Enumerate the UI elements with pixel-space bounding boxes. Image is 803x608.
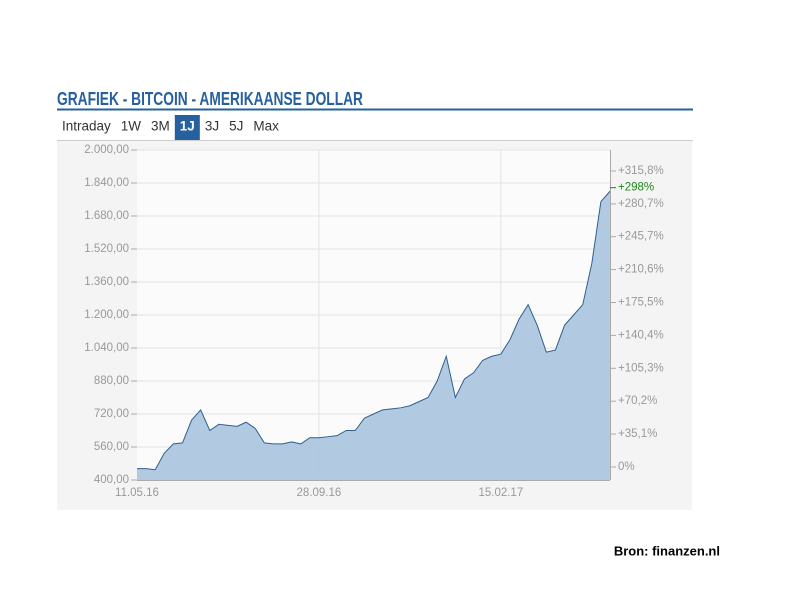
plot: 400,00 560,00 720,00 880,00 1.040,00 1.200,00…: [84, 144, 664, 499]
x-tick-label: 15.02.17: [478, 487, 523, 499]
x-tick-label: 11.05.16: [115, 487, 159, 499]
y-tick-label: 1.360,00: [84, 276, 129, 288]
tab[interactable]: 3M: [151, 119, 170, 134]
y-tick-label: 1.840,00: [84, 177, 129, 189]
tab[interactable]: 3J: [205, 119, 219, 134]
y2-tick-label: +70,2%: [618, 395, 657, 407]
current-value: +298%: [618, 182, 654, 194]
y-tick-label: 560,00: [94, 441, 129, 453]
tab[interactable]: Intraday: [62, 119, 111, 134]
area: [137, 191, 610, 480]
tab-bar: Intraday 1W 3M 1J 3J 5J Max: [62, 115, 279, 140]
y-tick-label: 1.040,00: [84, 342, 129, 354]
y-tick-label: 400,00: [94, 474, 129, 486]
y-tick-label: 720,00: [94, 408, 129, 420]
y2-tick-label: +140,4%: [618, 329, 664, 341]
y2-tick-label: +245,7%: [618, 231, 664, 243]
y-tick-label: 880,00: [94, 375, 129, 387]
line: [137, 190, 611, 471]
y-tick-label: 2.000,00: [84, 144, 129, 156]
y2-tick-label: +210,6%: [618, 264, 664, 276]
source: Bron: finanzen.nl: [614, 543, 720, 558]
tab[interactable]: Max: [253, 119, 279, 134]
y-tick-label: 1.680,00: [84, 210, 129, 222]
y2-tick-label: +315,8%: [618, 165, 664, 177]
y2-tick-label: 0%: [618, 461, 635, 473]
y-tick-label: 1.520,00: [84, 243, 129, 255]
y-tick-label: 1.200,00: [84, 309, 129, 321]
chart-title: GRAFIEK - BITCOIN - AMERIKAANSE DOLLAR: [57, 89, 363, 109]
tab-selected: [174, 115, 200, 140]
y2-tick-label: +175,5%: [618, 297, 664, 309]
tab[interactable]: 1W: [121, 119, 142, 134]
tab[interactable]: 1J: [180, 119, 195, 134]
y2-tick-label: +105,3%: [618, 362, 664, 374]
y2-tick-label: +280,7%: [618, 198, 664, 210]
tab[interactable]: 5J: [229, 119, 243, 134]
x-tick-label: 28.09.16: [297, 487, 342, 499]
y2-tick-label: +35,1%: [618, 428, 657, 440]
